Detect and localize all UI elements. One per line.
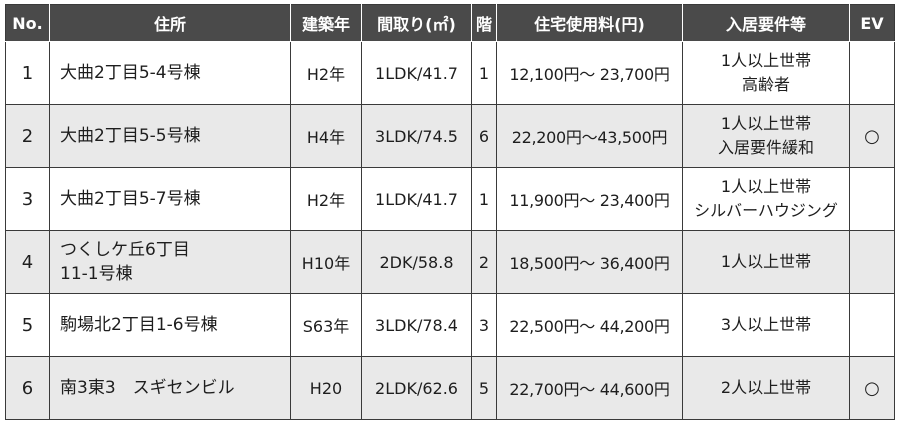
cell-requirements: 1人以上世帯 (682, 230, 850, 294)
requirement-line: 3人以上世帯 (720, 315, 812, 334)
table-row: 6 南3東3 スギセンビル H20 2LDK/62.6 5 22,700円〜 44,600… (5, 356, 895, 420)
cell-fee: 22,700円〜 44,600円 (496, 356, 683, 420)
header-built: 建築年 (290, 4, 362, 42)
header-ev: EV (849, 4, 895, 42)
requirement-line: 1人以上世帯 (720, 252, 812, 271)
cell-address: 駒場北2丁目1-6号棟 (49, 293, 291, 357)
requirement-line: 1人以上世帯 (720, 177, 812, 196)
cell-fee: 11,900円〜 23,400円 (496, 167, 683, 231)
cell-layout: 2LDK/62.6 (361, 356, 472, 420)
cell-fee: 18,500円〜 36,400円 (496, 230, 683, 294)
cell-ev (849, 41, 895, 105)
table-row: 2 大曲2丁目5-5号棟 H4年 3LDK/74.5 6 22,200円〜43,500円 1… (5, 104, 895, 168)
cell-built: H10年 (290, 230, 362, 294)
address-line: 大曲2丁目5-4号棟 (60, 63, 201, 83)
cell-floor: 2 (471, 230, 497, 294)
cell-layout: 2DK/58.8 (361, 230, 472, 294)
cell-requirements: 2人以上世帯 (682, 356, 850, 420)
cell-fee: 22,200円〜43,500円 (496, 104, 683, 168)
cell-no: 4 (5, 230, 50, 294)
cell-address: つくしケ丘6丁目 11-1号棟 (49, 230, 291, 294)
cell-fee: 12,100円〜 23,700円 (496, 41, 683, 105)
cell-address: 大曲2丁目5-5号棟 (49, 104, 291, 168)
cell-no: 3 (5, 167, 50, 231)
cell-layout: 3LDK/74.5 (361, 104, 472, 168)
cell-requirements: 3人以上世帯 (682, 293, 850, 357)
cell-ev: ○ (849, 356, 895, 420)
address-line: つくしケ丘6丁目 (60, 240, 190, 260)
cell-requirements: 1人以上世帯 入居要件緩和 (682, 104, 850, 168)
requirement-line: 入居要件緩和 (717, 138, 814, 157)
header-requirements: 入居要件等 (682, 4, 850, 42)
table-row: 1 大曲2丁目5-4号棟 H2年 1LDK/41.7 1 12,100円〜 23,700円… (5, 41, 895, 105)
header-layout: 間取り(㎡) (361, 4, 472, 42)
cell-layout: 1LDK/41.7 (361, 41, 472, 105)
cell-address: 大曲2丁目5-4号棟 (49, 41, 291, 105)
header-row: No. 住所 建築年 間取り(㎡) 階 住宅使用料(円) 入居要件等 EV (5, 4, 895, 42)
cell-requirements: 1人以上世帯 高齢者 (682, 41, 850, 105)
address-line: 駒場北2丁目1-6号棟 (60, 315, 218, 335)
cell-floor: 1 (471, 167, 497, 231)
header-no: No. (5, 4, 50, 42)
cell-requirements: 1人以上世帯シルバーハウジング (682, 167, 850, 231)
header-floor: 階 (471, 4, 497, 42)
cell-built: H4年 (290, 104, 362, 168)
requirement-line: シルバーハウジング (694, 201, 838, 220)
cell-layout: 3LDK/78.4 (361, 293, 472, 357)
cell-ev (849, 230, 895, 294)
cell-ev: ○ (849, 104, 895, 168)
cell-ev (849, 167, 895, 231)
cell-ev (849, 293, 895, 357)
table-row: 3 大曲2丁目5-7号棟 H2年 1LDK/41.7 1 11,900円〜 23,400円… (5, 167, 895, 231)
requirement-line: 高齢者 (741, 75, 790, 94)
cell-layout: 1LDK/41.7 (361, 167, 472, 231)
address-line: 11-1号棟 (60, 264, 133, 284)
requirement-line: 2人以上世帯 (720, 378, 812, 397)
header-address: 住所 (49, 4, 291, 42)
cell-no: 6 (5, 356, 50, 420)
address-line: 大曲2丁目5-5号棟 (60, 126, 201, 146)
requirement-line: 1人以上世帯 (720, 51, 812, 70)
table-row: 5 駒場北2丁目1-6号棟 S63年 3LDK/78.4 3 22,500円〜 44,20… (5, 293, 895, 357)
cell-fee: 22,500円〜 44,200円 (496, 293, 683, 357)
cell-built: H2年 (290, 167, 362, 231)
address-line: 南3東3 スギセンビル (60, 378, 235, 398)
cell-floor: 6 (471, 104, 497, 168)
cell-floor: 3 (471, 293, 497, 357)
address-line: 大曲2丁目5-7号棟 (60, 189, 201, 209)
cell-address: 南3東3 スギセンビル (49, 356, 291, 420)
requirement-line: 1人以上世帯 (720, 114, 812, 133)
cell-floor: 5 (471, 356, 497, 420)
cell-no: 5 (5, 293, 50, 357)
cell-floor: 1 (471, 41, 497, 105)
cell-address: 大曲2丁目5-7号棟 (49, 167, 291, 231)
table-body: 1 大曲2丁目5-4号棟 H2年 1LDK/41.7 1 12,100円〜 23,700円… (5, 41, 895, 420)
table-row: 4 つくしケ丘6丁目 11-1号棟 H10年 2DK/58.8 2 18,500円〜 36,… (5, 230, 895, 294)
cell-no: 1 (5, 41, 50, 105)
cell-no: 2 (5, 104, 50, 168)
header-fee: 住宅使用料(円) (496, 4, 683, 42)
cell-built: S63年 (290, 293, 362, 357)
cell-built: H2年 (290, 41, 362, 105)
cell-built: H20 (290, 356, 362, 420)
